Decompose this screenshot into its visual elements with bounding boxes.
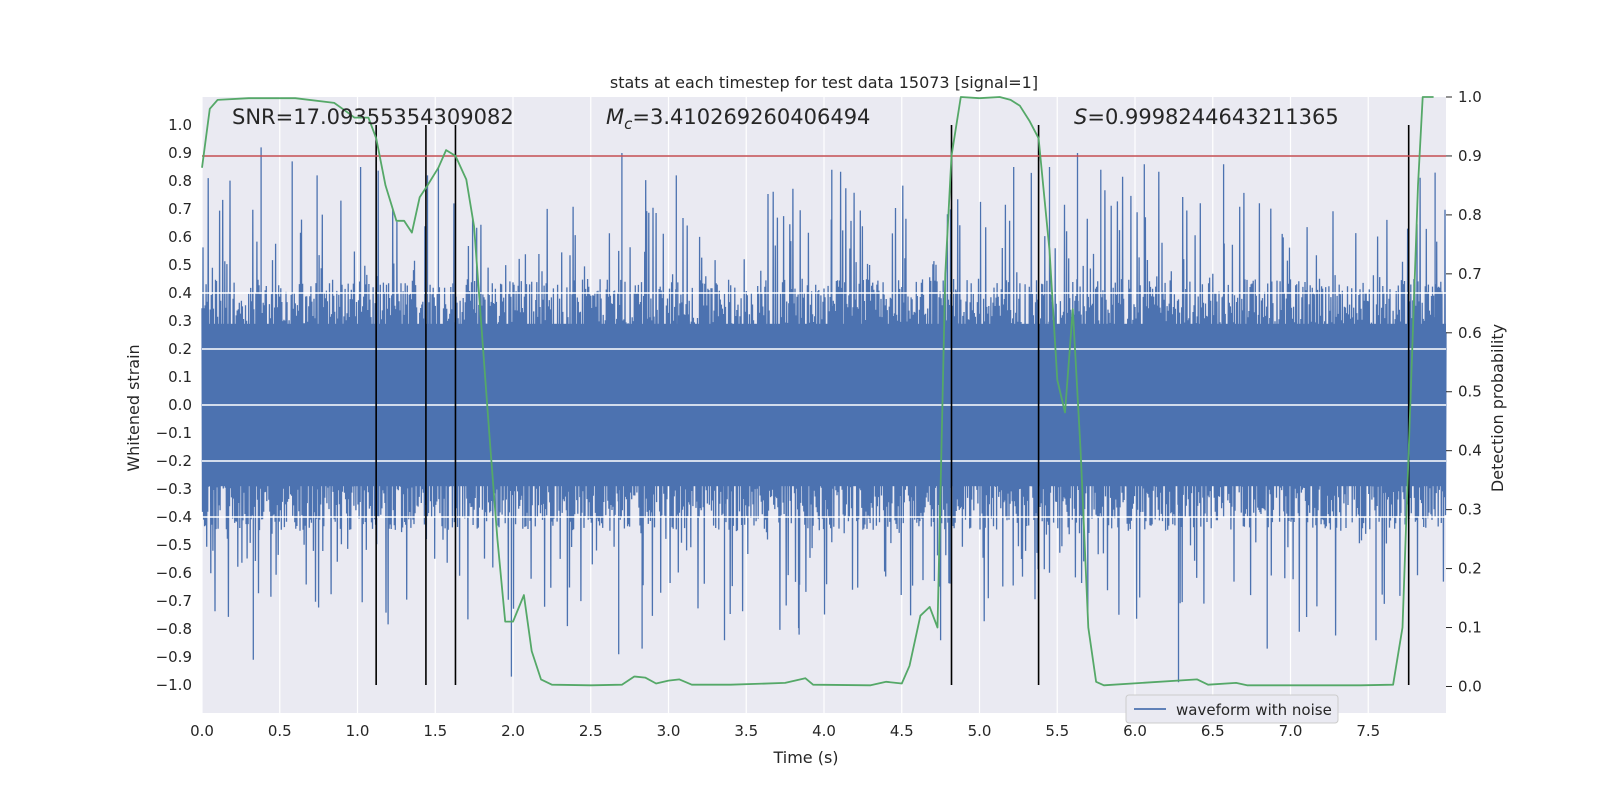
waveform-series [201, 147, 1447, 683]
y2-tick-label: 0.2 [1458, 560, 1482, 578]
mc-subscript: c [624, 115, 633, 133]
y-tick-label: −0.6 [156, 564, 192, 582]
legend: waveform with noise [1125, 694, 1339, 724]
y2-tick-label: 1.0 [1458, 88, 1482, 106]
mc-annotation: Mc=3.410269260406494 [606, 105, 870, 133]
s-value: =0.9998244643211365 [1087, 105, 1338, 129]
y2-tick-label: 0.1 [1458, 619, 1482, 637]
s-symbol: S [1074, 105, 1087, 129]
y2-tick-label: 0.4 [1458, 442, 1482, 460]
legend-label: waveform with noise [1176, 701, 1332, 719]
y-axis-label: Whitened strain [124, 344, 143, 471]
y-tick-label: −0.1 [156, 424, 192, 442]
y-tick-label: −0.9 [156, 648, 192, 666]
y-tick-label: 0.3 [168, 312, 192, 330]
waveform-line [201, 147, 1447, 683]
x-tick-label: 3.5 [734, 722, 758, 740]
y2-tick-label: 0.0 [1458, 677, 1482, 695]
y-tick-label: −0.2 [156, 452, 192, 470]
y-tick-label: 0.7 [168, 200, 192, 218]
x-tick-label: 2.5 [579, 722, 603, 740]
chart-title: stats at each timestep for test data 150… [610, 73, 1038, 92]
y-tick-label: 0.2 [168, 340, 192, 358]
vertical-lines [375, 125, 1410, 685]
x-tick-label: 5.0 [968, 722, 992, 740]
x-tick-label: 0.0 [190, 722, 214, 740]
x-tick-label: 7.0 [1279, 722, 1303, 740]
y-tick-labels: 1.0 0.9 0.8 0.7 0.6 0.5 0.4 0.3 0.2 0.1 0.0 −0.1 −0.… [156, 116, 192, 694]
y-tick-label: −0.3 [156, 480, 192, 498]
mc-symbol: M [606, 105, 624, 129]
y2-tick-label: 0.3 [1458, 501, 1482, 519]
probability-line [201, 96, 1434, 687]
x-tick-label: 6.0 [1123, 722, 1147, 740]
s-annotation: S=0.9998244643211365 [1074, 105, 1339, 129]
legend-box [1125, 694, 1339, 724]
x-tick-label: 1.5 [423, 722, 447, 740]
x-tick-label: 1.0 [346, 722, 370, 740]
x-tick-label: 0.5 [268, 722, 292, 740]
mc-value: =3.410269260406494 [632, 105, 870, 129]
probability-series [201, 96, 1434, 687]
snr-annotation: SNR=17.09355354309082 [232, 105, 514, 129]
y-tick-label: −0.7 [156, 592, 192, 610]
x-tick-label: 7.5 [1356, 722, 1380, 740]
x-tick-label: 3.0 [657, 722, 681, 740]
x-tick-label: 4.5 [890, 722, 914, 740]
y-tick-label: −1.0 [156, 676, 192, 694]
y-tick-label: 0.1 [168, 368, 192, 386]
x-axis-label: Time (s) [772, 748, 838, 767]
y-tick-label: −0.5 [156, 536, 192, 554]
x-tick-label: 2.0 [501, 722, 525, 740]
y-tick-label: −0.8 [156, 620, 192, 638]
y2-tick-labels: 1.0 0.9 0.8 0.7 0.6 0.5 0.4 0.3 0.2 0.1 0.0 [1446, 88, 1482, 695]
y-tick-label: 0.4 [168, 284, 192, 302]
y-tick-label: 0.5 [168, 256, 192, 274]
y2-tick-label: 0.8 [1458, 206, 1482, 224]
y-tick-label: 0.6 [168, 228, 192, 246]
y2-tick-label: 0.7 [1458, 265, 1482, 283]
y-tick-label: −0.4 [156, 508, 192, 526]
x-tick-labels: 0.0 0.5 1.0 1.5 2.0 2.5 3.0 3.5 4.0 4.5 5.0 5.5 6.0 6… [190, 722, 1380, 740]
y-tick-label: 0.9 [168, 144, 192, 162]
x-tick-label: 5.5 [1045, 722, 1069, 740]
y2-tick-label: 0.5 [1458, 383, 1482, 401]
y-tick-label: 0.0 [168, 396, 192, 414]
x-tick-label: 4.0 [812, 722, 836, 740]
y-tick-label: 1.0 [168, 116, 192, 134]
x-tick-label: 6.5 [1201, 722, 1225, 740]
y-tick-label: 0.8 [168, 172, 192, 190]
y2-tick-label: 0.6 [1458, 324, 1482, 342]
y2-tick-label: 0.9 [1458, 147, 1482, 165]
y2-axis-label: Detection probability [1488, 324, 1507, 492]
